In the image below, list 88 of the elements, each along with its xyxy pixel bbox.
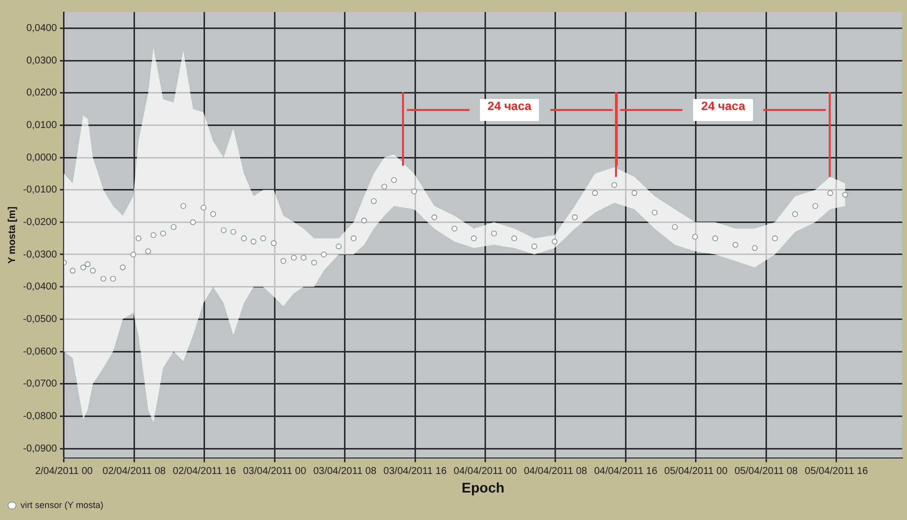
annotation: 24 часа	[480, 99, 540, 122]
point	[150, 232, 156, 238]
point	[772, 235, 778, 242]
point	[452, 226, 458, 232]
y-tick-label: -0,0900	[22, 443, 58, 454]
point	[240, 235, 247, 242]
point	[90, 268, 96, 274]
y-tick-label: 0,0400	[26, 22, 58, 34]
point	[611, 182, 618, 188]
point	[180, 203, 186, 209]
point	[190, 219, 196, 226]
y-tick-label: -0,0300	[22, 249, 58, 260]
point	[732, 242, 738, 248]
point	[532, 244, 538, 250]
point	[100, 276, 106, 282]
point	[350, 235, 356, 242]
point	[160, 230, 166, 236]
annotation: 24 часа	[693, 99, 754, 122]
point	[827, 190, 834, 196]
point	[170, 224, 177, 230]
y-tick-label: -0,0200	[22, 216, 58, 228]
y-tick-label: 0,0200	[26, 88, 58, 99]
y-tick-label: -0,0600	[22, 346, 58, 358]
legend-label: virt sensor (Y mosta)	[20, 500, 104, 510]
point	[411, 188, 418, 194]
x-tick-label: 04/04/2011 00	[454, 466, 518, 477]
point	[431, 214, 438, 220]
y-tick-label: -0,0800	[22, 410, 58, 422]
y-tick-label: -0,0700	[22, 378, 58, 390]
x-tick-label: 2/04/2011 00	[35, 466, 94, 477]
point	[130, 252, 136, 258]
y-tick-label: 0,0300	[26, 55, 58, 66]
x-tick-label: 04/04/2011 16	[594, 466, 658, 477]
point	[842, 192, 848, 198]
point	[491, 230, 497, 236]
point	[120, 264, 126, 270]
y-tick-label: 0,0000	[26, 152, 58, 164]
x-tick-label: 02/04/2011 16	[172, 466, 236, 477]
point	[792, 211, 798, 217]
y-tick-label: -0,0500	[22, 314, 58, 325]
point	[652, 210, 658, 216]
x-tick-label: 03/04/2011 08	[313, 466, 377, 477]
point	[110, 276, 116, 282]
point	[145, 248, 152, 254]
x-tick-label: 02/04/2011 08	[102, 466, 166, 477]
point	[391, 177, 397, 184]
point	[336, 244, 342, 250]
point	[712, 235, 718, 242]
point	[200, 204, 206, 211]
point	[692, 234, 698, 240]
y-axis-title: Y mosta [m]	[6, 206, 18, 264]
point	[260, 235, 266, 242]
point	[370, 198, 377, 204]
y-tick-label: 0,0100	[26, 120, 58, 131]
point	[300, 254, 306, 261]
point	[632, 190, 638, 196]
point	[592, 190, 598, 196]
y-tick-label: -0,0100	[22, 184, 58, 196]
point	[552, 238, 558, 244]
x-axis-title: Epoch	[462, 479, 504, 496]
point	[290, 254, 297, 261]
point	[80, 264, 86, 270]
point	[250, 238, 256, 244]
point	[220, 227, 227, 234]
point	[270, 240, 277, 246]
x-tick-label: 05/04/2011 08	[734, 466, 798, 477]
x-tick-label: 03/04/2011 16	[383, 466, 448, 477]
point	[752, 245, 758, 251]
point	[672, 224, 678, 230]
point	[136, 235, 142, 242]
point	[84, 261, 91, 268]
point	[470, 235, 477, 242]
point	[311, 260, 317, 266]
point	[511, 235, 518, 242]
x-tick-label: 04/04/2011 08	[524, 466, 588, 477]
y-tick-label: -0,0400	[22, 282, 58, 293]
point	[572, 214, 578, 220]
x-tick-label: 03/04/2011 00	[242, 466, 307, 477]
point	[320, 252, 327, 258]
point	[361, 218, 368, 224]
point	[381, 184, 388, 190]
point	[230, 228, 236, 235]
point	[812, 203, 818, 209]
x-tick-label: 05/04/2011 00	[664, 466, 728, 477]
point	[70, 268, 76, 274]
point	[210, 211, 216, 217]
point	[280, 258, 286, 264]
x-tick-label: 05/04/2011 16	[804, 466, 868, 477]
